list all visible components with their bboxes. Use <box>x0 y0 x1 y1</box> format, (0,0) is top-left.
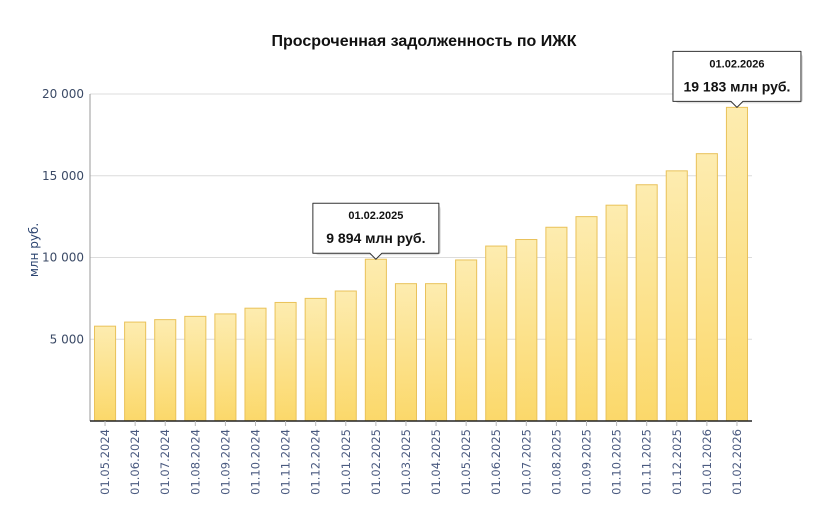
tooltip: 01.02.2025 9 894 млн руб. <box>312 202 441 260</box>
x-tick-label: 01.09.2025 <box>580 429 594 495</box>
bar <box>695 153 718 422</box>
tooltip-value: 9 894 млн руб. <box>326 230 425 246</box>
x-tick-label: 01.03.2025 <box>399 429 413 495</box>
bar <box>635 184 658 422</box>
y-axis-label: млн руб. <box>27 223 41 277</box>
x-tick-label: 01.08.2025 <box>549 429 563 495</box>
x-tick-label: 01.05.2024 <box>98 429 112 495</box>
x-tick-label: 01.11.2024 <box>279 429 293 495</box>
bar <box>124 321 147 422</box>
bar <box>394 283 417 422</box>
x-tick-label: 01.01.2025 <box>339 429 353 495</box>
bar <box>485 245 508 422</box>
y-tick-label: 15 000 <box>42 169 84 183</box>
x-tick-label: 01.12.2024 <box>309 429 323 495</box>
bar <box>304 297 327 422</box>
x-tick-label: 01.08.2024 <box>188 429 202 495</box>
x-tick-label: 01.06.2024 <box>128 429 142 495</box>
y-tick-label: 10 000 <box>42 251 84 265</box>
x-tick-label: 01.10.2025 <box>610 429 624 495</box>
axes <box>89 94 752 422</box>
bar <box>665 170 688 422</box>
tooltips: 01.02.2025 9 894 млн руб. 01.02.2026 19 183… <box>312 50 803 260</box>
bar <box>455 259 478 422</box>
tooltip-box <box>312 202 440 260</box>
x-tick-label: 01.06.2025 <box>489 429 503 495</box>
x-tick-label: 01.05.2025 <box>459 429 473 495</box>
x-tick-labels: 01.05.2024 01.06.2024 01.07.2024 01.08.2024… <box>98 421 744 495</box>
x-tick-label: 01.01.2026 <box>700 429 714 495</box>
x-tick-label: 01.02.2026 <box>730 429 744 495</box>
y-tick-label: 20 000 <box>42 87 84 101</box>
bar <box>214 313 237 422</box>
tooltip-date: 01.02.2026 <box>709 58 764 70</box>
bar <box>274 301 297 422</box>
bar <box>154 319 177 422</box>
y-tick-label: 5 000 <box>50 332 84 346</box>
bar <box>364 258 387 422</box>
x-tick-label: 01.09.2024 <box>218 429 232 495</box>
bar <box>425 283 448 422</box>
x-tick-label: 01.07.2024 <box>158 429 172 495</box>
tooltip-box <box>672 50 802 108</box>
bar <box>725 106 748 422</box>
x-tick-label: 01.11.2025 <box>640 429 654 495</box>
tooltip-date: 01.02.2025 <box>348 210 403 222</box>
bars <box>94 106 748 422</box>
x-tick-label: 01.07.2025 <box>519 429 533 495</box>
bar <box>184 315 207 422</box>
bar <box>515 239 538 422</box>
bar <box>575 216 598 422</box>
x-tick-label: 01.12.2025 <box>670 429 684 495</box>
bar <box>334 290 357 422</box>
x-tick-label: 01.02.2025 <box>369 429 383 495</box>
chart-title: Просроченная задолженность по ИЖК <box>272 33 577 50</box>
bar <box>244 307 267 422</box>
tooltip-value: 19 183 млн руб. <box>683 78 790 94</box>
x-tick-label: 01.10.2024 <box>249 429 263 495</box>
x-tick-label: 01.04.2025 <box>429 429 443 495</box>
bar <box>605 204 628 422</box>
bar <box>545 226 568 422</box>
tooltip: 01.02.2026 19 183 млн руб. <box>672 50 803 108</box>
bar <box>94 325 117 422</box>
y-tick-labels: 5 000 10 000 15 000 20 000 <box>42 87 84 346</box>
